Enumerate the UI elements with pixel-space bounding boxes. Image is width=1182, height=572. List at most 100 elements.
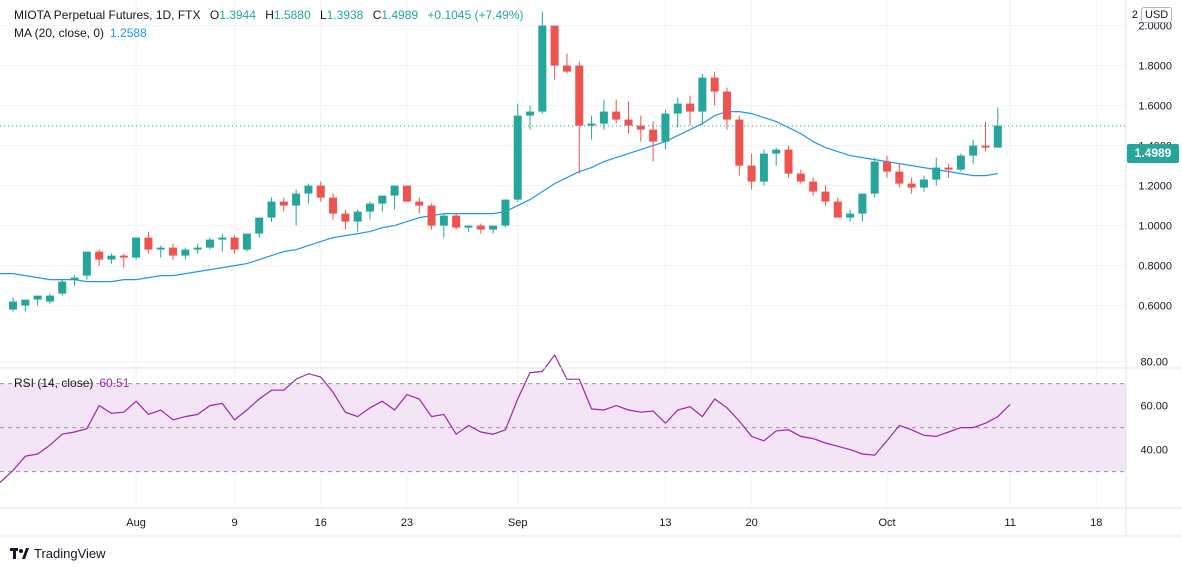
candle-body [489,225,498,230]
x-tick-label: Sep [508,517,528,529]
candle-body [809,181,818,192]
rsi-tick-label: 60.00 [1140,401,1168,413]
candle [292,189,301,226]
rsi-tick-label: 80.00 [1140,357,1168,369]
y-tick-label: 2.0000 [1138,21,1172,33]
candle [673,97,682,128]
candle [513,103,522,202]
candle-body [821,191,830,202]
brand-logo-area[interactable]: TradingView [10,546,106,561]
last-price-tag: 1.4989 [1127,144,1179,163]
candle-body [205,239,214,248]
candle-body [956,155,965,170]
candle [279,197,288,212]
candle-body [636,125,645,130]
candle-body [267,201,276,218]
currency-button[interactable]: USD [1141,7,1173,23]
y-tick-label: 0.6000 [1138,301,1172,313]
candle [205,237,214,250]
candle-body [883,161,892,172]
x-tick-label: 16 [315,517,327,529]
candle [636,115,645,142]
candle [169,243,178,260]
candle-body [993,125,1002,148]
candle [390,185,399,210]
candle [452,213,461,230]
candle [883,155,892,178]
ma-layer [0,110,998,283]
candle-body [969,145,978,156]
candle [969,139,978,164]
candle [501,199,510,228]
x-tick-label: Oct [878,517,895,529]
candle [242,233,251,252]
ma-line [0,110,998,283]
brand-name: TradingView [34,546,106,561]
candle-body [673,103,682,114]
candle [550,25,559,80]
candle-body [316,185,325,198]
candle [624,101,633,134]
candle [193,243,202,254]
candle [919,175,928,192]
candle [181,247,190,260]
candle [402,185,411,202]
candle-body [390,185,399,196]
candle-body [58,281,67,294]
close-label: C [372,8,382,22]
candle [132,237,141,260]
candle-body [649,129,658,142]
candle-body [329,197,338,214]
candle-body [550,25,559,66]
high-value: 1.5880 [273,8,311,22]
candle [944,163,953,178]
candle-body [45,295,54,302]
candle-body [526,111,535,116]
low-label: L [319,8,327,22]
candle [993,107,1002,148]
candle-body [846,213,855,218]
x-tick-label: 13 [659,517,671,529]
candle [833,197,842,218]
candle-body [599,111,608,124]
candle [9,297,17,312]
candle-body [119,255,128,258]
candle-body [870,161,879,194]
candle [538,11,547,114]
candle [230,235,239,254]
candle [95,249,104,266]
candle [821,185,830,206]
candle-body [82,251,91,276]
candle-body [218,237,227,240]
candle-body [402,185,411,202]
candle [21,299,30,312]
candle-body [722,91,731,120]
candle [107,253,116,264]
candle-body [784,149,793,174]
candle [415,197,424,214]
candle [575,61,584,174]
candle [341,209,350,230]
tradingview-logo-icon [10,547,29,559]
rsi-band [0,383,1126,473]
candle [735,115,744,176]
candle [476,223,485,234]
candle [70,275,79,286]
candle-body [156,247,165,250]
y-tick-label: 1.6000 [1138,101,1172,113]
y-tick-label: 2 [1132,9,1138,21]
candle [33,295,42,306]
candle [759,149,768,186]
candle [784,145,793,178]
candle-body [833,201,842,218]
candle-body [169,247,178,256]
rsi-value: 60.51 [99,376,130,390]
candle [686,95,695,126]
candle [304,183,313,204]
candle-body [70,277,79,280]
candle [907,177,916,194]
candle [612,99,621,124]
candle-body [919,179,928,188]
candle-body [710,77,719,92]
